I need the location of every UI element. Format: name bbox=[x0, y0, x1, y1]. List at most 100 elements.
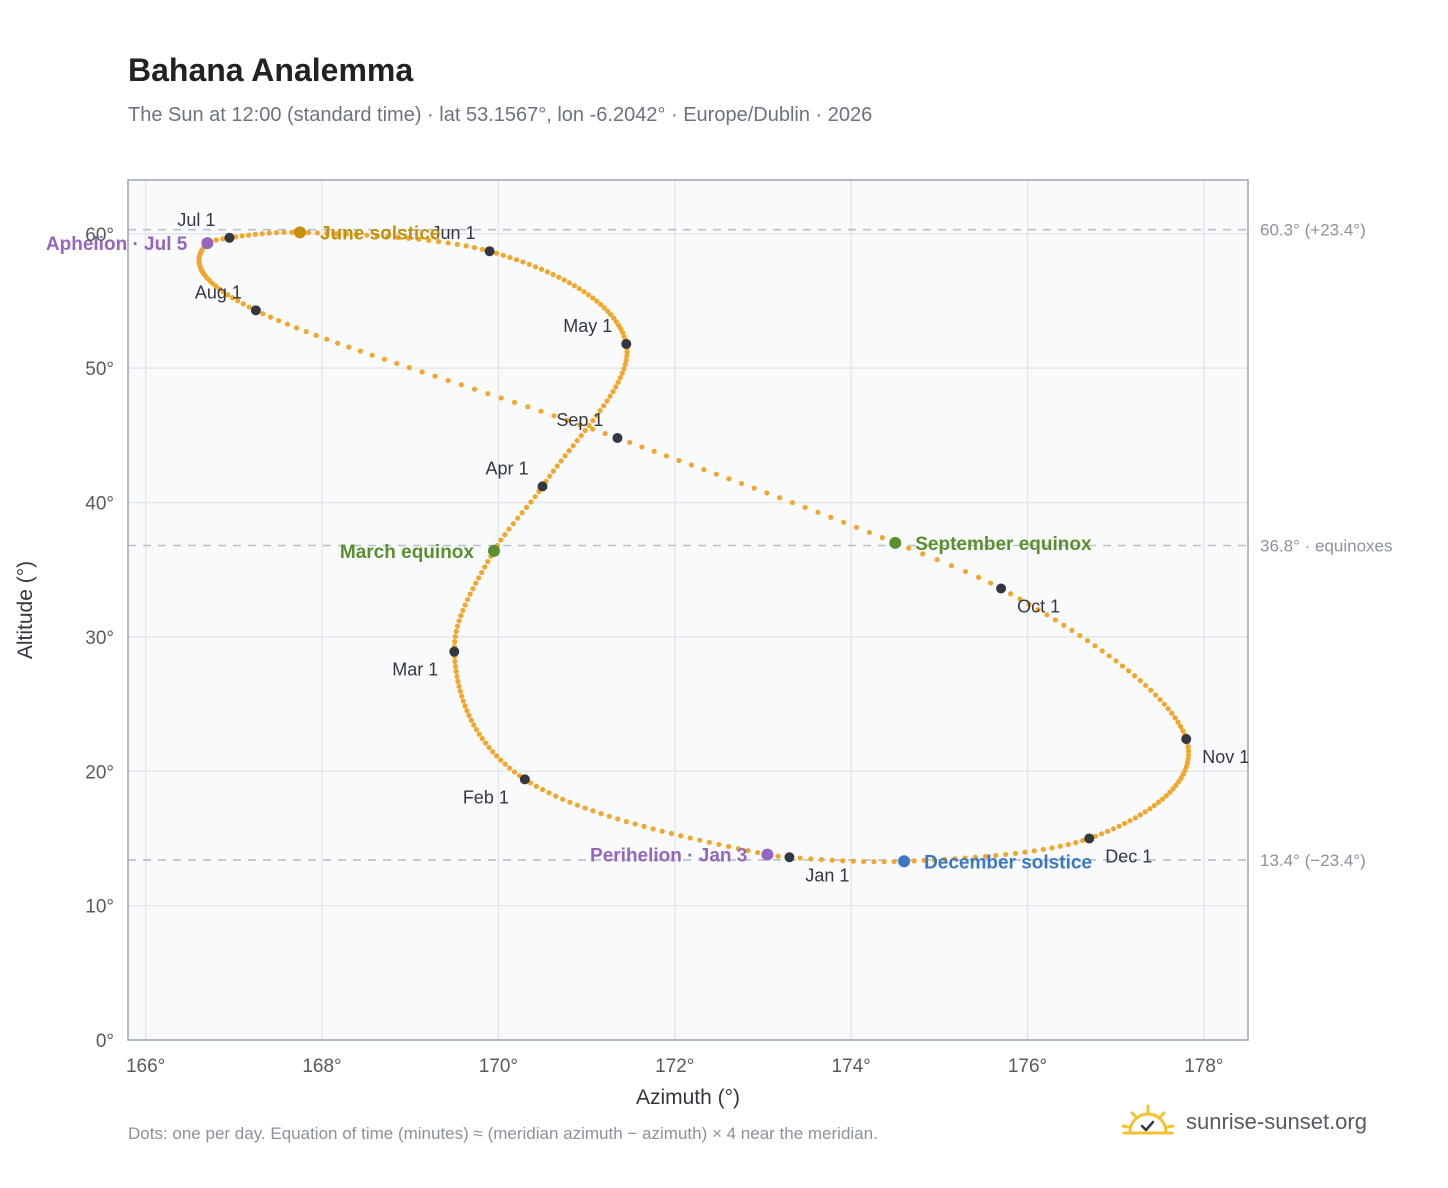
daily-sun-dot bbox=[456, 683, 462, 689]
x-tick-label: 174° bbox=[831, 1056, 870, 1077]
daily-sun-dot bbox=[1185, 744, 1191, 750]
daily-sun-dot bbox=[539, 787, 546, 793]
daily-sun-dot bbox=[586, 422, 592, 429]
daily-sun-dot bbox=[289, 229, 295, 235]
daily-sun-dot bbox=[490, 749, 496, 755]
y-tick-label: 0° bbox=[96, 1031, 114, 1052]
daily-sun-dot bbox=[426, 237, 432, 244]
daily-sun-dot bbox=[1173, 782, 1179, 788]
daily-sun-dot bbox=[697, 837, 703, 843]
daily-sun-dot bbox=[582, 805, 588, 811]
daily-sun-dot bbox=[364, 232, 370, 238]
daily-sun-dot bbox=[574, 438, 580, 444]
daily-sun-dot bbox=[324, 230, 330, 236]
daily-sun-dot bbox=[1185, 752, 1192, 758]
daily-sun-dot bbox=[659, 828, 665, 834]
daily-sun-dot bbox=[482, 740, 489, 746]
daily-sun-dot bbox=[225, 292, 231, 298]
daily-sun-dot bbox=[259, 231, 265, 237]
daily-sun-dot bbox=[1084, 638, 1091, 644]
daily-sun-dot bbox=[1104, 828, 1111, 834]
daily-sun-dot bbox=[1185, 748, 1192, 754]
month-marker bbox=[537, 481, 548, 492]
daily-sun-dot bbox=[506, 526, 512, 532]
daily-sun-dot bbox=[538, 266, 545, 272]
daily-sun-dot bbox=[1176, 779, 1182, 785]
daily-sun-dot bbox=[546, 790, 552, 796]
daily-sun-dot bbox=[1167, 789, 1173, 795]
daily-sun-dot bbox=[452, 658, 458, 665]
daily-sun-dot bbox=[473, 726, 479, 733]
daily-sun-dot bbox=[532, 494, 538, 500]
event-marker bbox=[889, 536, 902, 549]
daily-sun-dot bbox=[1172, 715, 1178, 721]
daily-sun-dot bbox=[502, 532, 508, 538]
daily-sun-dot bbox=[850, 858, 856, 864]
event-label: December solstice bbox=[924, 852, 1092, 873]
daily-sun-dot bbox=[479, 246, 485, 252]
daily-sun-dot bbox=[432, 373, 438, 379]
daily-sun-dot bbox=[532, 264, 539, 270]
daily-sun-dot bbox=[353, 231, 360, 238]
daily-sun-dot bbox=[745, 847, 751, 854]
y-tick-label: 40° bbox=[85, 494, 114, 515]
event-label: June solstice bbox=[320, 223, 440, 244]
daily-sun-dot bbox=[567, 799, 573, 805]
daily-sun-dot bbox=[841, 519, 847, 525]
daily-sun-dot bbox=[802, 504, 808, 511]
daily-sun-dot bbox=[213, 237, 219, 243]
y-tick-label: 50° bbox=[85, 359, 114, 380]
y-tick-label: 60° bbox=[85, 225, 114, 246]
daily-sun-dot bbox=[533, 783, 539, 789]
daily-sun-dot bbox=[1022, 849, 1028, 855]
daily-sun-dot bbox=[357, 348, 363, 354]
daily-sun-dot bbox=[574, 802, 580, 808]
daily-sun-dot bbox=[738, 480, 745, 487]
month-marker bbox=[519, 774, 530, 785]
daily-sun-dot bbox=[520, 259, 526, 265]
daily-sun-dot bbox=[688, 462, 694, 468]
daily-sun-dot bbox=[1126, 668, 1132, 674]
daily-sun-dot bbox=[479, 736, 485, 742]
daily-sun-dot bbox=[479, 569, 485, 576]
daily-sun-dot bbox=[1147, 806, 1153, 812]
daily-sun-dot bbox=[668, 830, 675, 837]
daily-sun-dot bbox=[1031, 848, 1037, 854]
daily-sun-dot bbox=[1157, 696, 1163, 703]
footnote: Dots: one per day. Equation of time (min… bbox=[128, 1124, 878, 1143]
daily-sun-dot bbox=[840, 858, 846, 864]
month-marker bbox=[612, 433, 623, 443]
daily-sun-dot bbox=[808, 856, 814, 862]
daily-sun-dot bbox=[564, 417, 570, 423]
daily-sun-dot bbox=[343, 231, 349, 237]
daily-sun-dot bbox=[1092, 643, 1098, 649]
daily-sun-dot bbox=[1003, 851, 1009, 858]
event-marker bbox=[201, 237, 214, 250]
daily-sun-dot bbox=[623, 818, 629, 825]
daily-sun-dot bbox=[239, 233, 245, 239]
daily-sun-dot bbox=[1143, 682, 1149, 689]
daily-sun-dot bbox=[828, 514, 834, 520]
y-axis-label: Altitude (°) bbox=[14, 561, 37, 659]
month-label: Dec 1 bbox=[1105, 846, 1152, 866]
brand[interactable]: sunrise-sunset.org bbox=[1120, 1104, 1367, 1140]
daily-sun-dot bbox=[797, 855, 803, 861]
daily-sun-dot bbox=[1131, 673, 1138, 679]
daily-sun-dot bbox=[871, 859, 877, 865]
daily-sun-dot bbox=[486, 744, 492, 751]
daily-sun-dot bbox=[419, 369, 425, 375]
daily-sun-dot bbox=[266, 230, 272, 236]
daily-sun-dot bbox=[507, 765, 513, 771]
daily-sun-dot bbox=[556, 274, 562, 280]
daily-sun-dot bbox=[498, 537, 504, 543]
daily-sun-dot bbox=[577, 422, 583, 428]
daily-sun-dot bbox=[789, 499, 795, 506]
daily-sun-dot bbox=[987, 580, 994, 586]
daily-sun-dot bbox=[550, 468, 556, 474]
daily-sun-dot bbox=[1035, 606, 1041, 613]
daily-sun-dot bbox=[511, 769, 518, 775]
month-label: Jan 1 bbox=[805, 865, 849, 885]
daily-sun-dot bbox=[1007, 591, 1014, 597]
daily-sun-dot bbox=[860, 858, 867, 865]
event-marker bbox=[293, 226, 306, 239]
